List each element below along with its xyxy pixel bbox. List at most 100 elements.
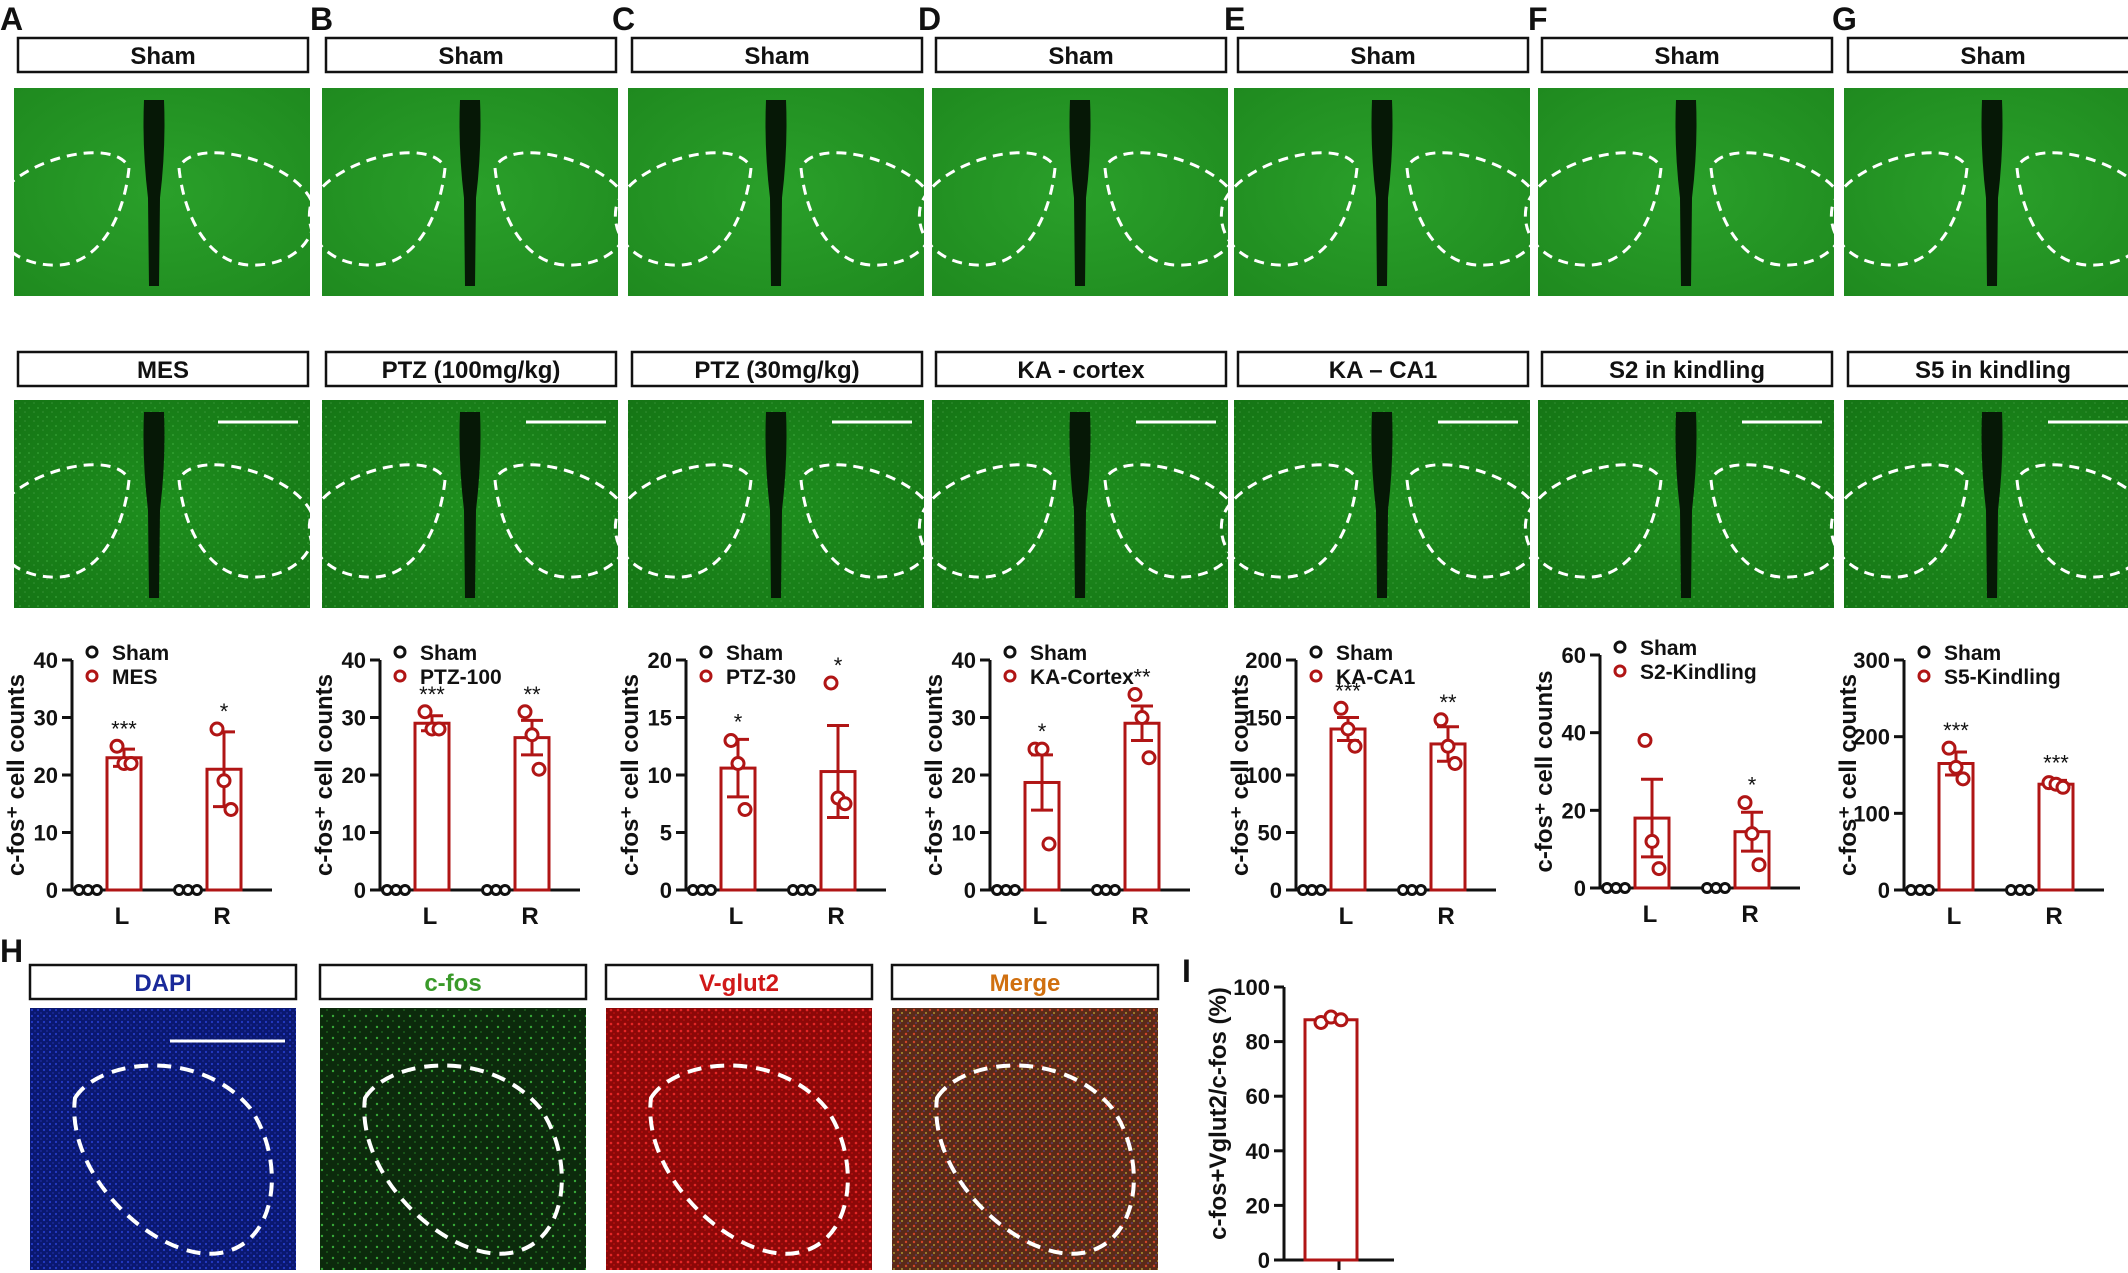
- panel-letter: H: [0, 933, 23, 969]
- cell-signal: [606, 1008, 872, 1270]
- roi-right: [2015, 463, 2128, 579]
- chart-B: 0 10 20 30 40c-fos⁺ cell counts L *** R ** ShamPT…: [311, 642, 580, 930]
- panel-letter: A: [0, 1, 23, 37]
- significance-marker: *: [220, 699, 229, 724]
- sham-point: [1923, 884, 1935, 896]
- ventricle: [765, 100, 787, 286]
- sham-micrograph-B: [307, 88, 633, 296]
- sham-point: [805, 884, 817, 896]
- sham-point: [2023, 884, 2035, 896]
- treat-point: [1433, 712, 1449, 728]
- legend-label: PTZ-30: [726, 666, 796, 689]
- y-tick-label: 5: [660, 821, 672, 846]
- roi-left: [1219, 463, 1359, 579]
- sham-title: Sham: [438, 43, 503, 70]
- y-axis-label: c-fos⁺ cell counts: [921, 674, 948, 876]
- treat-point: [1041, 836, 1057, 852]
- ventricle: [1371, 412, 1393, 598]
- treat-point: [417, 704, 433, 720]
- y-tick-label: 60: [1562, 643, 1586, 668]
- y-tick-label: 40: [952, 648, 976, 673]
- x-tick-label: R: [1437, 903, 1454, 930]
- y-tick-label: 20: [34, 763, 58, 788]
- legend-marker-sham: [1613, 640, 1627, 654]
- legend-label: Sham: [1640, 637, 1697, 660]
- panel-letter: B: [310, 1, 333, 37]
- significance-marker: ***: [1943, 718, 1969, 743]
- y-tick-label: 150: [1245, 706, 1282, 731]
- y-tick-label: 30: [342, 706, 366, 731]
- treat-point: [2055, 779, 2071, 795]
- treat-point: [1134, 710, 1150, 725]
- roi-left: [917, 151, 1057, 267]
- x-tick-label: R: [2045, 903, 2062, 930]
- legend-marker-treat: [1309, 669, 1323, 683]
- treat-point: [123, 756, 139, 771]
- treat-point: [1333, 700, 1349, 716]
- ventricle: [1675, 412, 1697, 598]
- treat-micrograph-E: [1219, 400, 1545, 608]
- roi: [362, 1063, 564, 1256]
- sham-title: Sham: [744, 43, 809, 70]
- significance-marker: *: [734, 709, 743, 734]
- y-tick-label: 0: [1574, 876, 1586, 901]
- treat-point: [837, 796, 853, 812]
- y-axis-label: c-fos⁺ cell counts: [617, 674, 644, 876]
- point: [1333, 1012, 1349, 1028]
- legend-marker-sham: [1003, 645, 1017, 659]
- sham-title-box: [934, 36, 1228, 74]
- legend-label: PTZ-100: [420, 666, 502, 689]
- sham-title-box: [324, 36, 618, 74]
- bar: [513, 736, 551, 892]
- treat-point: [223, 802, 239, 817]
- sham-title-box: [630, 36, 924, 74]
- y-tick-label: 100: [1853, 801, 1890, 826]
- y-axis-label: c-fos+Vglut2/c-fos (%): [1205, 987, 1232, 1240]
- legend-label: Sham: [420, 642, 477, 665]
- h-micrograph-0: [30, 1008, 296, 1270]
- treat-point: [209, 721, 225, 737]
- y-tick-label: 40: [1246, 1139, 1270, 1164]
- h-title-box: [604, 963, 874, 1001]
- x-tick-label: R: [521, 903, 538, 930]
- sham-micrograph-D: [917, 88, 1243, 296]
- ventricle: [143, 100, 165, 286]
- treat-title-box: [16, 350, 310, 388]
- chart-D: 0 10 20 30 40c-fos⁺ cell counts L * R ** ShamKA-C…: [921, 642, 1190, 930]
- x-tick-label: L: [423, 903, 438, 930]
- x-tick-label: R: [827, 903, 844, 930]
- y-tick-label: 40: [34, 648, 58, 673]
- sham-point: [1009, 884, 1021, 896]
- treat-point: [431, 721, 447, 737]
- sham-micrograph-C: [613, 88, 939, 296]
- legend-marker-sham: [699, 645, 713, 659]
- significance-marker: **: [1133, 665, 1151, 690]
- sham-micrograph-A: [0, 88, 317, 296]
- legend-label: S5-Kindling: [1944, 666, 2061, 689]
- y-tick-label: 0: [1258, 1248, 1270, 1273]
- h-micrograph-3: [892, 1008, 1158, 1270]
- legend-marker-sham: [393, 645, 407, 659]
- y-tick-label: 100: [1245, 763, 1282, 788]
- treat-point: [1644, 833, 1660, 849]
- y-tick-label: 0: [660, 878, 672, 903]
- legend-marker-treat: [1917, 669, 1931, 683]
- ventricle: [1981, 412, 2003, 598]
- ventricle: [765, 412, 787, 598]
- roi: [648, 1063, 850, 1256]
- y-tick-label: 10: [952, 821, 976, 846]
- roi-left: [917, 463, 1057, 579]
- treat-title-box: [324, 350, 618, 388]
- treat-point: [216, 773, 232, 789]
- treat-point: [1347, 738, 1363, 754]
- roi-right: [1103, 463, 1243, 579]
- legend-label: KA-Cortex: [1030, 666, 1134, 689]
- sham-micrograph-F: [1523, 88, 1849, 296]
- legend-marker-treat: [1003, 669, 1017, 683]
- treat-point: [1141, 750, 1157, 766]
- y-tick-label: 10: [648, 763, 672, 788]
- treat-point: [1127, 687, 1143, 702]
- bar: [1303, 1018, 1359, 1262]
- roi-left: [0, 463, 131, 579]
